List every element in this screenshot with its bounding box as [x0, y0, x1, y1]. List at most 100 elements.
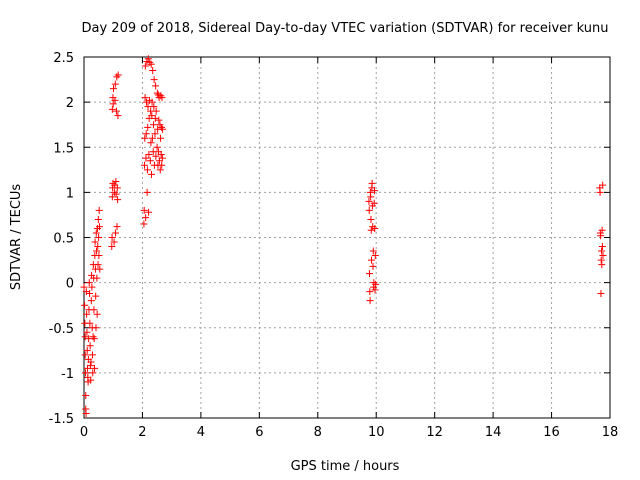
data-point [82, 409, 90, 417]
data-point [92, 324, 100, 332]
data-point [81, 369, 89, 377]
data-point [112, 107, 120, 115]
data-point [140, 161, 148, 169]
data-point [155, 116, 163, 124]
data-point [86, 319, 94, 327]
data-point [148, 98, 156, 106]
data-point [96, 265, 104, 273]
y-tick-label: -1.5 [49, 412, 74, 427]
data-point [144, 103, 152, 111]
data-point [114, 112, 122, 120]
data-point [111, 80, 119, 88]
data-point [157, 123, 165, 131]
data-point [147, 60, 155, 68]
y-tick-label: 1 [66, 186, 74, 201]
data-point [148, 112, 156, 120]
chart-title: Day 209 of 2018, Sidereal Day-to-day VTE… [82, 21, 609, 36]
data-point [367, 226, 375, 234]
data-point [110, 85, 118, 93]
data-point [94, 243, 102, 251]
data-point [143, 188, 151, 196]
data-point [151, 130, 159, 138]
data-point [598, 226, 606, 234]
data-point [158, 94, 166, 102]
data-point [153, 143, 161, 151]
data-point [370, 187, 378, 195]
data-point [95, 252, 103, 260]
data-point [369, 262, 377, 270]
data-point [159, 125, 167, 133]
data-point [91, 238, 99, 246]
y-tick-label: 2 [66, 96, 74, 111]
data-point [112, 178, 120, 186]
data-point [158, 161, 166, 169]
data-point [81, 301, 89, 309]
data-point [156, 166, 164, 174]
data-point [140, 206, 148, 214]
data-point [151, 114, 159, 122]
y-tick-label: -1 [61, 367, 74, 382]
data-point [91, 364, 99, 372]
y-axis: -1.5 -1 -0.5 0 0.5 1 1.5 2 2.5 [49, 51, 610, 427]
x-axis: 0 2 4 6 8 10 12 14 16 18 [80, 57, 618, 440]
data-point [86, 362, 94, 370]
data-point [89, 333, 97, 341]
data-point [108, 234, 116, 241]
data-point [109, 100, 117, 108]
data-point [369, 247, 377, 255]
data-point [146, 157, 154, 165]
data-points [80, 55, 607, 417]
data-point [144, 123, 152, 131]
data-point [144, 55, 152, 63]
x-tick-label: 0 [80, 425, 88, 440]
data-point [92, 229, 100, 237]
data-point [145, 208, 153, 216]
data-point [90, 335, 98, 343]
data-point [365, 206, 373, 214]
data-point [81, 333, 89, 341]
data-point [82, 288, 90, 296]
data-point [86, 342, 94, 350]
data-point [152, 82, 160, 90]
data-point [371, 252, 379, 260]
data-point [597, 289, 605, 297]
data-point [112, 229, 120, 237]
x-tick-label: 12 [426, 425, 443, 440]
data-point [370, 199, 378, 207]
x-tick-label: 10 [368, 425, 385, 440]
data-point [141, 134, 149, 142]
data-point [95, 234, 103, 241]
data-point [108, 105, 116, 113]
data-point [371, 286, 379, 294]
data-point [83, 346, 91, 354]
data-point [80, 283, 88, 291]
data-point [145, 150, 153, 158]
x-tick-label: 18 [602, 425, 619, 440]
data-point [93, 274, 101, 282]
data-point [140, 220, 148, 228]
data-point [142, 130, 150, 138]
grid [84, 57, 610, 418]
data-point [598, 261, 606, 269]
x-tick-label: 16 [543, 425, 560, 440]
data-point [108, 243, 116, 251]
data-point [148, 170, 156, 178]
data-point [142, 154, 150, 162]
data-point [114, 196, 122, 204]
data-point [149, 67, 157, 75]
y-tick-label: 2.5 [53, 51, 74, 66]
x-tick-label: 6 [255, 425, 263, 440]
x-axis-label: GPS time / hours [291, 459, 400, 474]
data-point [86, 289, 94, 297]
data-point [93, 310, 101, 318]
data-point [150, 121, 158, 129]
data-point [599, 252, 607, 260]
plot-frame [83, 56, 611, 419]
data-point [158, 154, 166, 162]
data-point [113, 223, 121, 231]
data-point [368, 179, 376, 187]
data-point [370, 279, 378, 287]
data-point [598, 243, 606, 251]
data-point [366, 297, 374, 305]
